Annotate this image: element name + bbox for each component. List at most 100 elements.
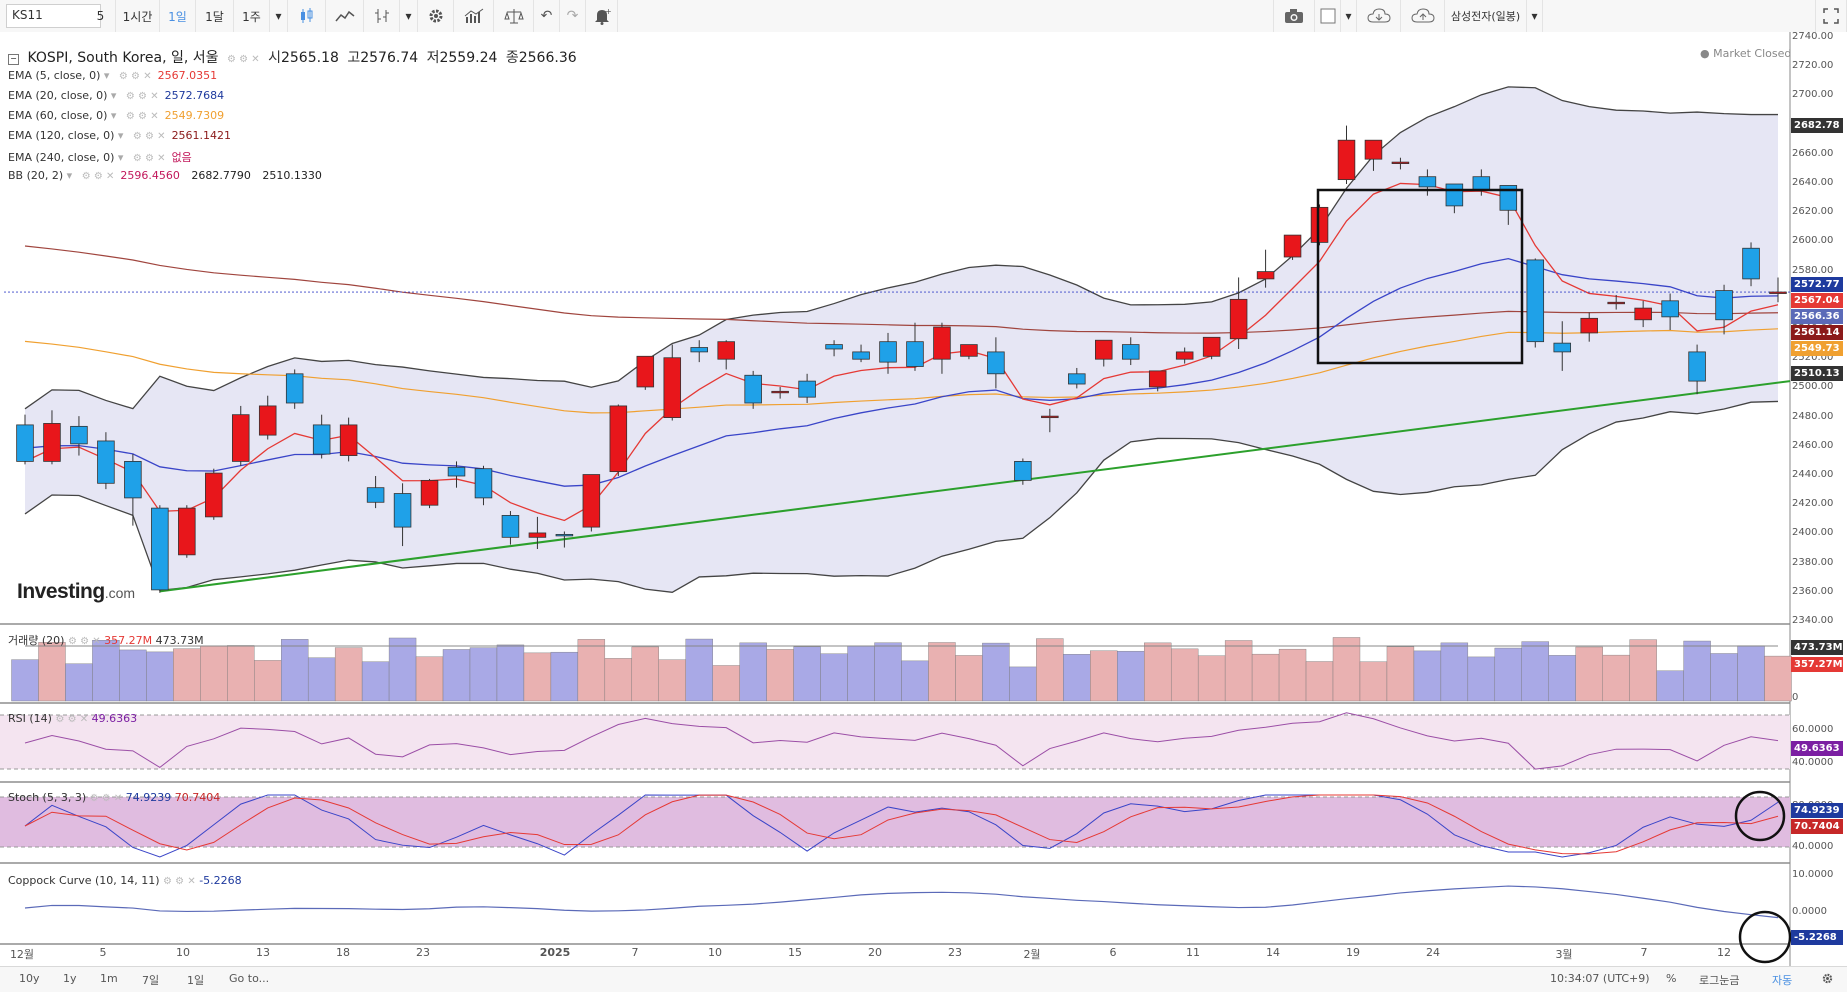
highlight-circle-stoch[interactable] xyxy=(1734,790,1786,842)
indicator-legend-item[interactable]: EMA (240, close, 0) ▾ ⚙ ⚙ ✕ 없음 xyxy=(8,149,192,165)
indicator-settings-icons[interactable]: ⚙ ⚙ ✕ xyxy=(81,171,115,182)
candle-body[interactable] xyxy=(1391,161,1410,165)
candle-body[interactable] xyxy=(663,357,682,418)
range-1d[interactable]: 1일 xyxy=(187,974,205,987)
symbol-input[interactable]: KS11 xyxy=(6,4,101,28)
candle-body[interactable] xyxy=(987,351,1005,375)
range-1y[interactable]: 1y xyxy=(63,972,77,985)
candle-body[interactable] xyxy=(1256,271,1275,280)
chevron-down-icon[interactable]: ▾ xyxy=(117,151,124,164)
interval-dropdown[interactable]: ▾ xyxy=(270,0,288,32)
candle-body[interactable] xyxy=(178,507,196,556)
percent-toggle[interactable]: % xyxy=(1666,972,1677,985)
candle-body[interactable] xyxy=(1634,307,1652,321)
candle-body[interactable] xyxy=(1014,460,1032,481)
interval-1d[interactable]: 1일 xyxy=(160,0,196,32)
candle-body[interactable] xyxy=(555,534,574,537)
bar-style-button[interactable] xyxy=(364,0,400,32)
indicator-legend-item[interactable]: EMA (60, close, 0) ▾ ⚙ ⚙ ✕ 2549.7309 xyxy=(8,109,224,122)
candle-body[interactable] xyxy=(960,344,978,357)
candle-body[interactable] xyxy=(906,341,924,367)
candle-body[interactable] xyxy=(285,373,304,404)
candle-body[interactable] xyxy=(690,347,708,353)
candle-body[interactable] xyxy=(1121,344,1140,360)
candle-body[interactable] xyxy=(501,515,520,538)
interval-1mo[interactable]: 1달 xyxy=(196,0,234,32)
highlight-box[interactable] xyxy=(1316,188,1524,365)
highlight-circle-coppock[interactable] xyxy=(1738,910,1792,964)
candle-body[interactable] xyxy=(528,532,547,538)
interval-1h[interactable]: 1시간 xyxy=(116,0,160,32)
indicator-settings-icons[interactable]: ⚙ ⚙ ✕ xyxy=(125,111,159,122)
alert-button[interactable]: + xyxy=(586,0,618,32)
candle-body[interactable] xyxy=(582,474,601,528)
candle-body[interactable] xyxy=(1283,234,1302,258)
candle-body[interactable] xyxy=(636,355,655,388)
candle-body[interactable] xyxy=(879,341,897,363)
candle-body[interactable] xyxy=(124,460,142,499)
log-scale-toggle[interactable]: 로그눈금 xyxy=(1699,974,1740,987)
chart-type-dropdown[interactable]: ▾ xyxy=(400,0,418,32)
chevron-down-icon[interactable]: ▾ xyxy=(110,109,117,122)
compare-dropdown[interactable]: ▾ xyxy=(1527,0,1543,32)
candles-button[interactable] xyxy=(288,0,326,32)
candle-body[interactable] xyxy=(393,493,412,528)
range-1m[interactable]: 1m xyxy=(100,972,118,985)
candle-body[interactable] xyxy=(1472,176,1491,191)
candle-body[interactable] xyxy=(1095,339,1113,360)
candle-body[interactable] xyxy=(744,374,762,404)
candle-body[interactable] xyxy=(205,472,223,518)
load-layout-button[interactable] xyxy=(1357,0,1401,32)
rsi-settings-icons[interactable]: ⚙ ⚙ ✕ xyxy=(55,714,89,725)
candle-body[interactable] xyxy=(258,405,277,436)
candle-body[interactable] xyxy=(852,351,870,360)
candle-body[interactable] xyxy=(1310,206,1329,243)
candle-body[interactable] xyxy=(474,468,493,499)
candle-body[interactable] xyxy=(1499,185,1518,211)
candle-body[interactable] xyxy=(1068,373,1086,385)
range-7d[interactable]: 7일 xyxy=(142,974,160,987)
candle-body[interactable] xyxy=(933,326,951,360)
stoch-settings-icons[interactable]: ⚙ ⚙ ✕ xyxy=(89,793,123,804)
coppock-settings-icons[interactable]: ⚙ ⚙ ✕ xyxy=(163,876,196,887)
candle-body[interactable] xyxy=(420,479,439,506)
candle-body[interactable] xyxy=(1364,139,1383,160)
screenshot-button[interactable] xyxy=(1273,0,1315,32)
candle-body[interactable] xyxy=(366,487,385,503)
candle-body[interactable] xyxy=(1715,290,1733,321)
line-chart-button[interactable] xyxy=(326,0,364,32)
trendline[interactable] xyxy=(159,380,1791,593)
candle-body[interactable] xyxy=(1337,139,1356,181)
undo-button[interactable]: ↶ xyxy=(534,0,560,32)
candle-body[interactable] xyxy=(1742,247,1760,280)
scale-settings-button[interactable] xyxy=(1821,972,1834,988)
indicator-legend-item[interactable]: EMA (5, close, 0) ▾ ⚙ ⚙ ✕ 2567.0351 xyxy=(8,69,217,82)
title-settings-icons[interactable]: ⚙ ⚙ ✕ xyxy=(226,54,260,65)
chevron-down-icon[interactable]: ▾ xyxy=(66,169,73,182)
indicator-settings-icons[interactable]: ⚙ ⚙ ✕ xyxy=(132,153,166,164)
chart-canvas[interactable] xyxy=(0,32,1847,966)
candle-body[interactable] xyxy=(97,440,115,484)
save-layout-button[interactable] xyxy=(1401,0,1445,32)
collapse-icon[interactable]: − xyxy=(8,54,19,65)
candle-body[interactable] xyxy=(609,405,628,473)
candle-body[interactable] xyxy=(1526,259,1545,343)
indicator-legend-item[interactable]: BB (20, 2) ▾ ⚙ ⚙ ✕ 2596.4560 2682.7790 25… xyxy=(8,169,322,182)
indicator-settings-icons[interactable]: ⚙ ⚙ ✕ xyxy=(125,91,159,102)
auto-scale-toggle[interactable]: 자동 xyxy=(1772,974,1793,987)
chevron-down-icon[interactable]: ▾ xyxy=(103,69,110,82)
compare-scale-button[interactable] xyxy=(494,0,534,32)
candle-body[interactable] xyxy=(70,425,88,445)
candle-body[interactable] xyxy=(43,423,61,462)
redo-button[interactable]: ↷ xyxy=(560,0,586,32)
candle-body[interactable] xyxy=(1607,301,1625,305)
candle-body[interactable] xyxy=(1041,415,1059,419)
interval-1w[interactable]: 1주 xyxy=(234,0,270,32)
interval-5[interactable]: 5 xyxy=(86,0,116,32)
candle-body[interactable] xyxy=(1229,298,1248,340)
range-10y[interactable]: 10y xyxy=(19,972,40,985)
candle-body[interactable] xyxy=(1553,342,1572,353)
candle-body[interactable] xyxy=(1202,336,1221,357)
settings-button[interactable] xyxy=(418,0,454,32)
candle-body[interactable] xyxy=(231,414,250,462)
